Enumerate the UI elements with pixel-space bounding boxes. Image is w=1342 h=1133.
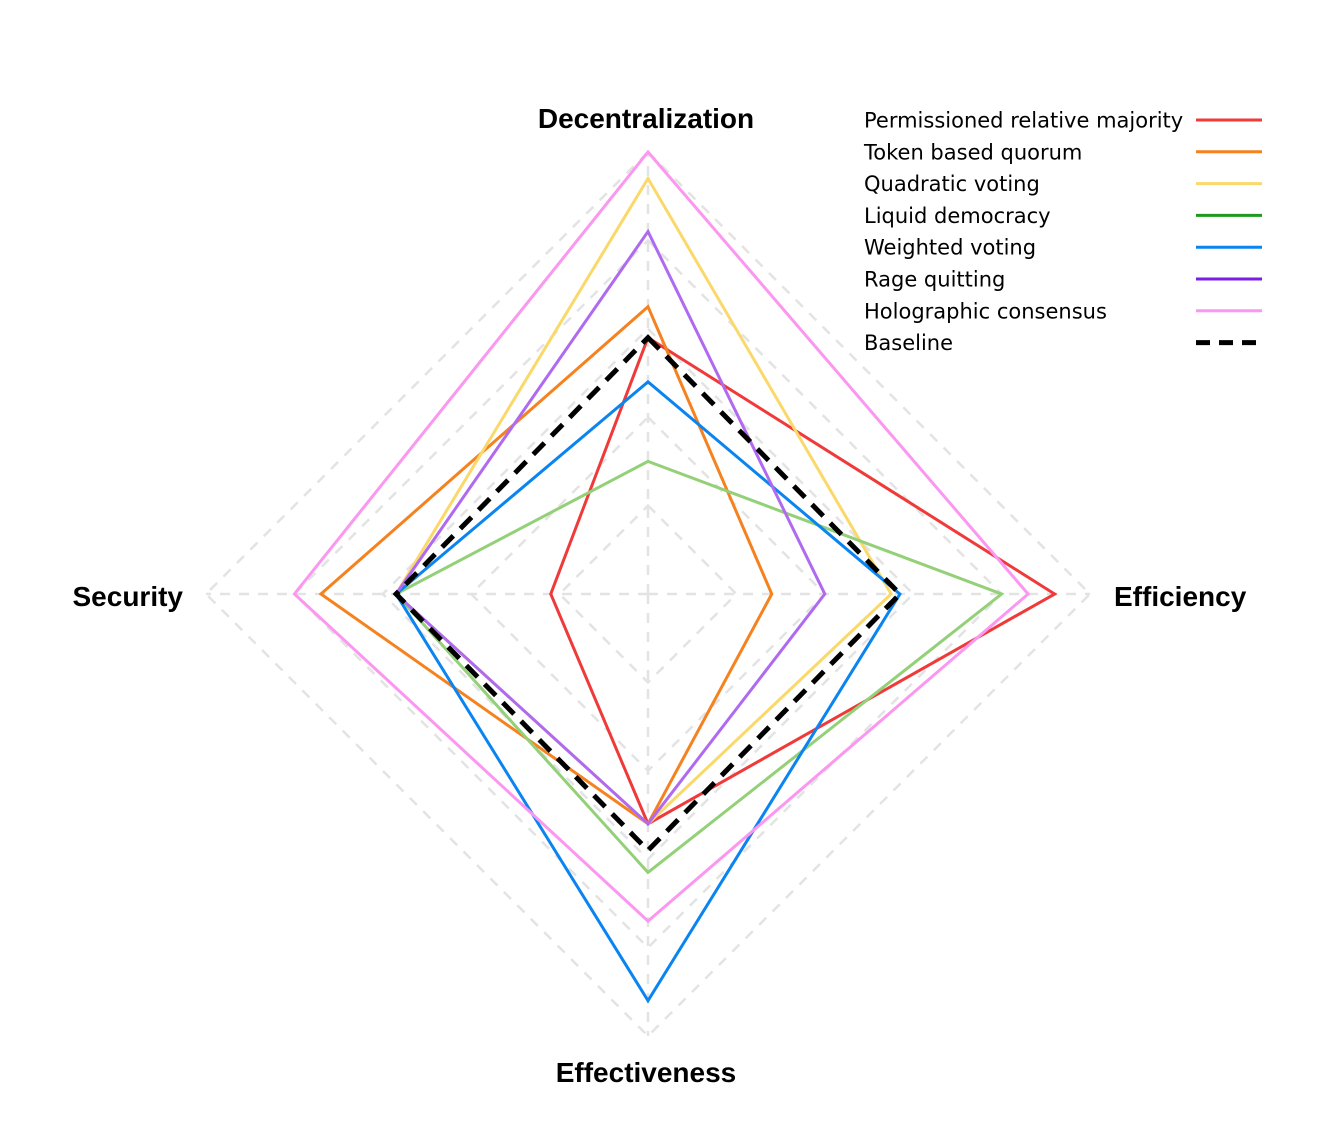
legend-label-weighted-voting: Weighted voting (864, 236, 1036, 260)
grid-ring-1 (557, 503, 739, 685)
legend-label-holographic-consensus: Holographic consensus (864, 299, 1107, 323)
grid-ring-3 (381, 327, 915, 861)
axis-label-security: Security (73, 581, 184, 612)
series-liquid-democracy (393, 459, 1005, 875)
legend-label-permissioned-relative-majority: Permissioned relative majority (864, 109, 1183, 133)
series-baseline (392, 334, 904, 854)
legend: Permissioned relative majority Token base… (863, 109, 1262, 355)
legend-label-liquid-democracy: Liquid democracy (864, 204, 1051, 228)
radar-grid (204, 150, 1092, 1038)
legend-label-token-based-quorum: Token based quorum (863, 140, 1082, 164)
legend-label-rage-quitting: Rage quitting (864, 268, 1005, 292)
radar-series (292, 149, 1058, 1004)
axis-labels: Decentralization Efficiency Effectivenes… (73, 103, 1247, 1088)
legend-label-quadratic-voting: Quadratic voting (864, 172, 1040, 196)
axis-label-efficiency: Efficiency (1114, 581, 1247, 612)
series-weighted-voting (394, 379, 902, 1004)
axis-label-decentralization: Decentralization (538, 103, 754, 134)
legend-label-baseline: Baseline (864, 331, 953, 355)
series-rage-quitting (394, 228, 827, 827)
series-holographic-consensus (292, 149, 1031, 924)
axis-label-effectiveness: Effectiveness (556, 1057, 737, 1088)
